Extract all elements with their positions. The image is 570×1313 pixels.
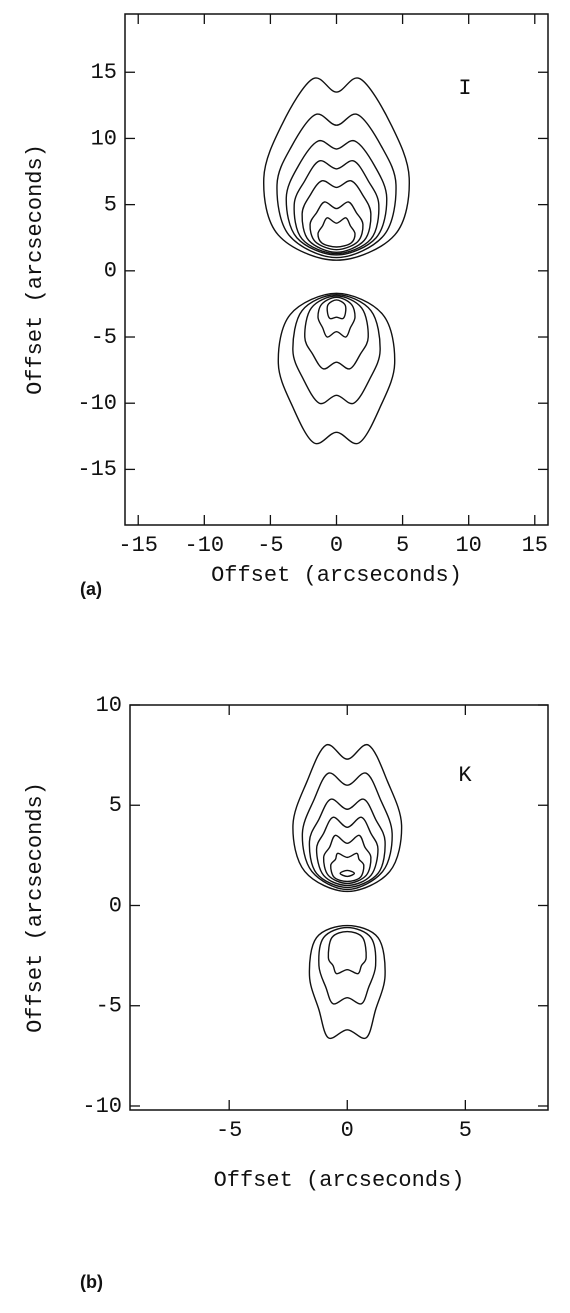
y-tick-label: 15 (91, 60, 117, 85)
contour-line (308, 798, 386, 889)
x-axis-label: Offset (arcseconds) (211, 563, 462, 588)
contour-line (322, 834, 372, 885)
y-tick-label: -5 (96, 994, 122, 1019)
x-tick-label: 0 (330, 533, 343, 558)
x-tick-label: -5 (257, 533, 283, 558)
contour-line (285, 139, 388, 256)
contour-line (317, 296, 356, 338)
plot-frame (124, 13, 549, 526)
y-tick-label: 0 (104, 259, 117, 284)
contour-line (301, 180, 372, 253)
x-tick-label: 15 (522, 533, 548, 558)
contour-line (292, 743, 403, 893)
x-tick-label: -5 (216, 1118, 242, 1143)
contour-line (293, 160, 380, 255)
contour-line (301, 772, 393, 891)
x-tick-label: -10 (185, 533, 225, 558)
y-tick-label: -10 (82, 1094, 122, 1119)
contour-line (276, 113, 397, 259)
panel-label: (b) (80, 1272, 103, 1292)
y-axis-label: Offset (arcseconds) (23, 144, 48, 395)
y-tick-label: -10 (77, 391, 117, 416)
panel-label: (a) (80, 579, 102, 599)
contour-line (308, 924, 386, 1040)
contour-line (292, 293, 381, 405)
y-tick-label: 0 (109, 893, 122, 918)
y-tick-label: 10 (91, 126, 117, 151)
contour-line (317, 217, 356, 248)
y-axis-label: Offset (arcseconds) (23, 782, 48, 1033)
x-tick-label: 5 (459, 1118, 472, 1143)
contour-line (339, 869, 356, 878)
band-label: K (458, 763, 472, 788)
contour-line (263, 77, 410, 261)
contour-line (309, 201, 364, 251)
plot-frame (129, 704, 549, 1111)
y-tick-label: 10 (96, 693, 122, 718)
y-tick-label: 5 (104, 192, 117, 217)
x-tick-label: 0 (341, 1118, 354, 1143)
x-tick-label: 5 (396, 533, 409, 558)
contour-line (326, 299, 347, 320)
band-label: I (458, 76, 471, 101)
contour-line (330, 852, 365, 883)
contour-line (315, 816, 379, 887)
y-tick-label: 5 (109, 793, 122, 818)
y-tick-label: -15 (77, 457, 117, 482)
contour-line (327, 930, 367, 975)
contour-line (318, 926, 377, 1005)
x-tick-label: -15 (118, 533, 158, 558)
x-tick-label: 10 (455, 533, 481, 558)
y-tick-label: -5 (91, 325, 117, 350)
contour-line (304, 295, 369, 370)
contour-line (277, 292, 396, 445)
x-axis-label: Offset (arcseconds) (214, 1168, 465, 1193)
